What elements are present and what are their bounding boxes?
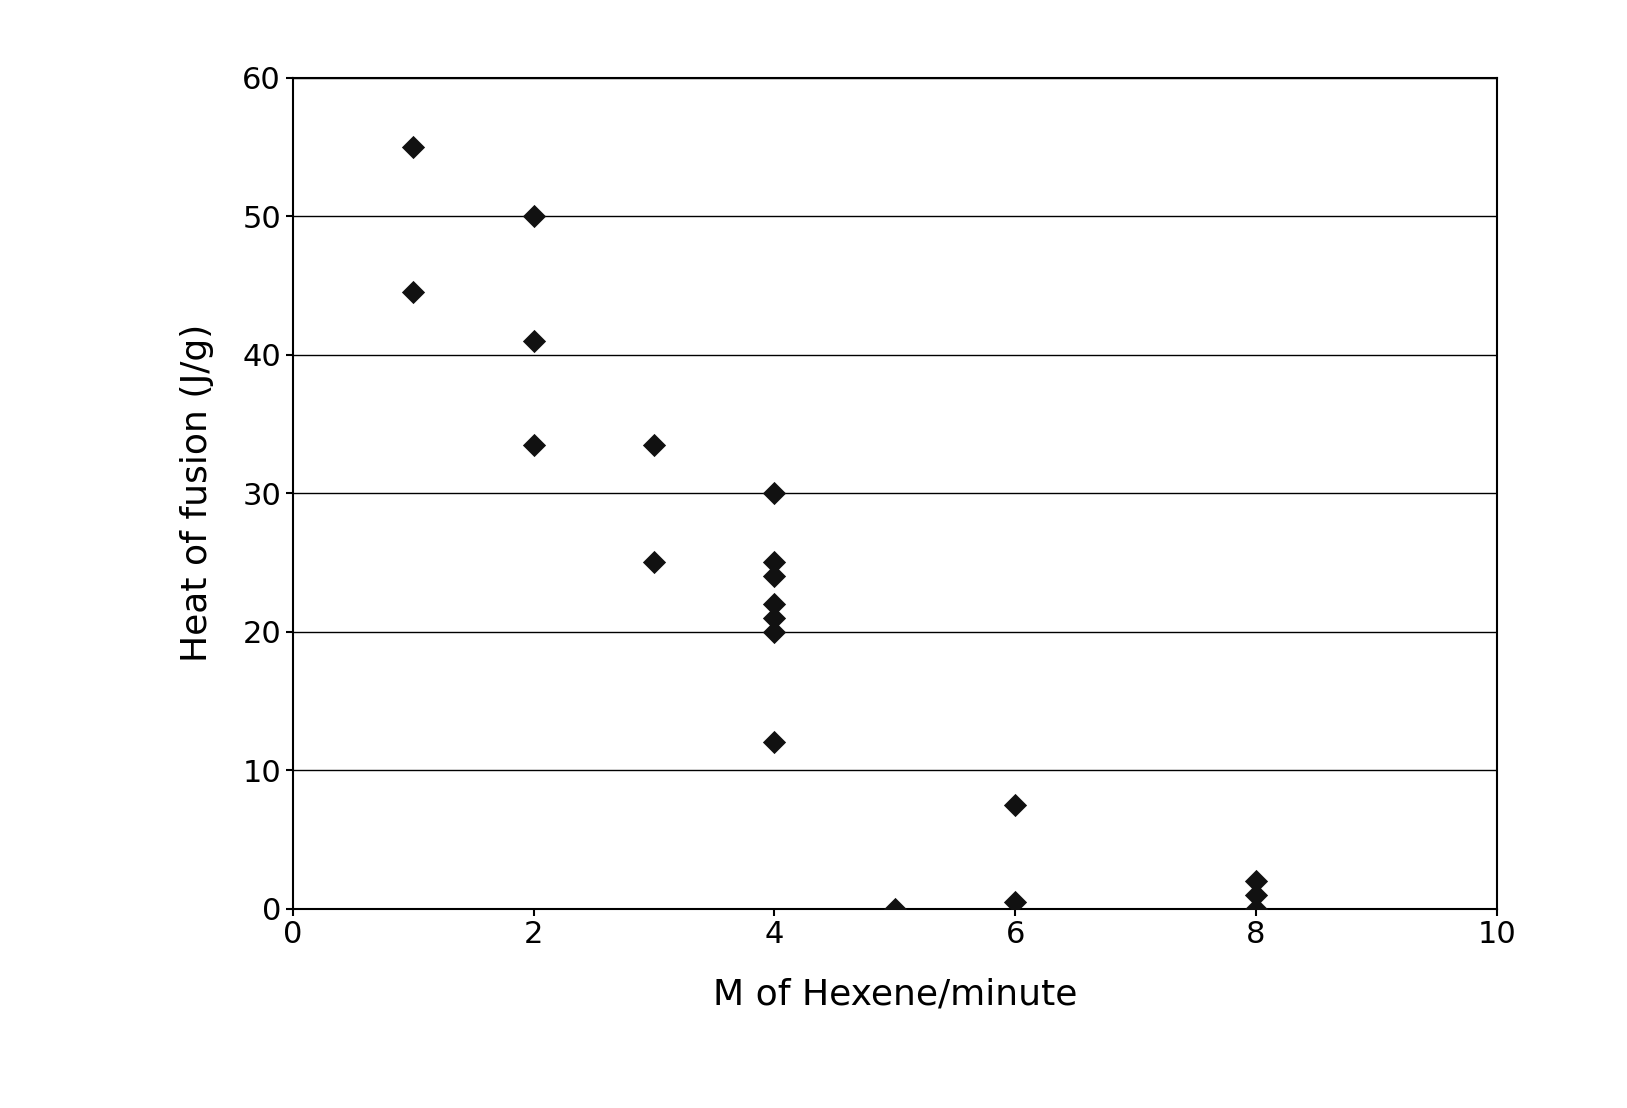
Point	[1002, 796, 1028, 813]
Point	[761, 733, 787, 751]
Point	[761, 608, 787, 626]
Point	[1243, 885, 1269, 903]
Point	[521, 207, 547, 225]
Point	[1002, 893, 1028, 911]
Point	[400, 284, 426, 301]
Point	[400, 137, 426, 155]
Y-axis label: Heat of fusion (J/g): Heat of fusion (J/g)	[181, 324, 215, 663]
Point	[761, 567, 787, 585]
Point	[1243, 872, 1269, 890]
Point	[521, 435, 547, 453]
Point	[761, 623, 787, 640]
Point	[761, 595, 787, 613]
Point	[761, 484, 787, 502]
Point	[1243, 900, 1269, 917]
X-axis label: M of Hexene/minute: M of Hexene/minute	[713, 977, 1077, 1012]
Point	[521, 331, 547, 349]
Point	[641, 553, 667, 572]
Point	[641, 435, 667, 453]
Point	[882, 900, 908, 917]
Point	[761, 553, 787, 572]
